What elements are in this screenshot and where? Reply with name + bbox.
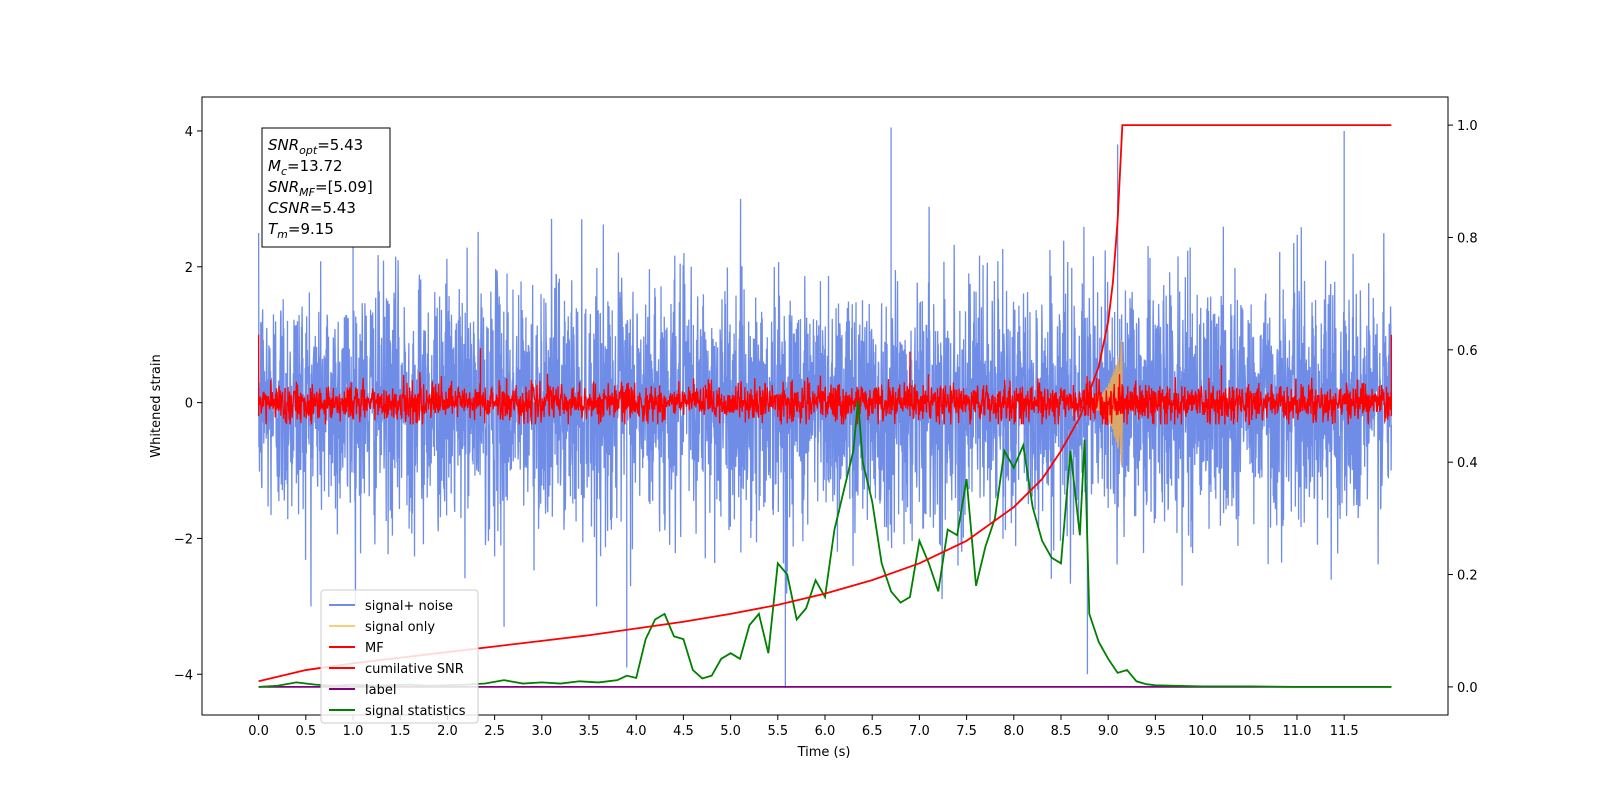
x-tick-label: 4.0 xyxy=(626,724,647,739)
x-tick-label: 7.0 xyxy=(909,724,930,739)
stats-box-frame xyxy=(261,127,391,248)
y2-tick-label: 0.8 xyxy=(1457,231,1478,246)
stats-symbol: M xyxy=(268,157,281,175)
legend-entry: cumilative SNR xyxy=(365,662,464,677)
y2-tick-label: 0.4 xyxy=(1457,456,1478,471)
x-tick-label: 2.5 xyxy=(484,724,505,739)
x-tick-label: 0.5 xyxy=(295,724,316,739)
stats-line: CSNR=5.43 xyxy=(268,199,356,217)
x-tick-label: 4.5 xyxy=(673,724,694,739)
x-tick-label: 3.5 xyxy=(579,724,600,739)
legend-entry: signal+ noise xyxy=(365,599,453,614)
x-tick-label: 6.5 xyxy=(862,724,883,739)
stats-symbol: SNR xyxy=(268,178,299,196)
stats-value: =13.72 xyxy=(287,157,343,175)
legend-frame xyxy=(320,589,479,724)
legend-entry: signal only xyxy=(365,620,435,635)
x-tick-label: 8.5 xyxy=(1051,724,1072,739)
x-tick-label: 7.5 xyxy=(956,724,977,739)
stats-symbol: T xyxy=(268,220,279,238)
x-tick-label: 5.0 xyxy=(720,724,741,739)
y2-tick-label: 1.0 xyxy=(1457,119,1478,134)
x-axis-title: Time (s) xyxy=(797,745,851,760)
stats-value: =5.43 xyxy=(310,199,356,217)
series-mf xyxy=(257,334,1393,425)
stats-line: SNRopt=5.43 xyxy=(268,136,363,157)
stats-subscript: c xyxy=(281,165,287,178)
y-axis-right: 1.0 0.8 0.6 0.4 0.2 0.0 xyxy=(1448,119,1478,696)
y2-tick-label: 0.6 xyxy=(1457,344,1478,359)
stats-line: SNRMF=[5.09] xyxy=(268,178,373,199)
stats-symbol: CSNR xyxy=(268,199,310,217)
x-tick-label: 11.5 xyxy=(1330,724,1359,739)
legend-entry: signal statistics xyxy=(365,704,466,719)
stats-line: Tm=9.15 xyxy=(268,220,334,241)
stats-value: =5.43 xyxy=(317,136,363,154)
stats-symbol: SNR xyxy=(268,136,299,154)
x-tick-label: 8.0 xyxy=(1003,724,1024,739)
x-tick-label: 11.0 xyxy=(1282,724,1311,739)
y-axis-left: 4 2 0 −2 −4 xyxy=(174,125,202,683)
stats-subscript: MF xyxy=(299,186,315,199)
y2-tick-label: 0.0 xyxy=(1457,681,1478,696)
y-tick-label: 2 xyxy=(185,261,193,276)
x-tick-label: 10.5 xyxy=(1235,724,1264,739)
x-axis: 0.0 0.5 1.0 1.5 2.0 2.5 3.0 3.5 4.0 4.5 5.0 5.5 6.0 6… xyxy=(248,715,1359,739)
legend: signal+ noise signal only MF cumilative SNR… xyxy=(320,589,479,724)
y-tick-label: −4 xyxy=(174,668,193,683)
stats-subscript: opt xyxy=(299,144,318,157)
x-tick-label: 10.0 xyxy=(1188,724,1217,739)
stats-value: =9.15 xyxy=(288,220,334,238)
x-tick-label: 1.5 xyxy=(390,724,411,739)
x-tick-label: 9.5 xyxy=(1145,724,1166,739)
x-tick-label: 9.0 xyxy=(1098,724,1119,739)
legend-entry: MF xyxy=(365,641,384,656)
series-signal-statistics xyxy=(258,400,1392,688)
stats-subscript: m xyxy=(277,228,288,241)
x-tick-label: 2.0 xyxy=(437,724,458,739)
x-tick-label: 6.0 xyxy=(815,724,836,739)
x-tick-label: 3.0 xyxy=(531,724,552,739)
legend-entry: label xyxy=(365,683,396,698)
x-tick-label: 0.0 xyxy=(248,724,269,739)
y-tick-label: −2 xyxy=(174,532,193,547)
y-axis-title: Whitened strain xyxy=(149,354,164,457)
y-tick-label: 0 xyxy=(185,397,193,412)
y-tick-label: 4 xyxy=(185,125,193,140)
x-tick-label: 1.0 xyxy=(343,724,364,739)
stats-value: =[5.09] xyxy=(315,178,373,196)
stats-line: Mc=13.72 xyxy=(268,157,343,178)
x-tick-label: 5.5 xyxy=(767,724,788,739)
y2-tick-label: 0.2 xyxy=(1457,569,1478,584)
stats-annotation-box: SNRopt=5.43Mc=13.72SNRMF=[5.09]CSNR=5.43… xyxy=(261,127,391,248)
